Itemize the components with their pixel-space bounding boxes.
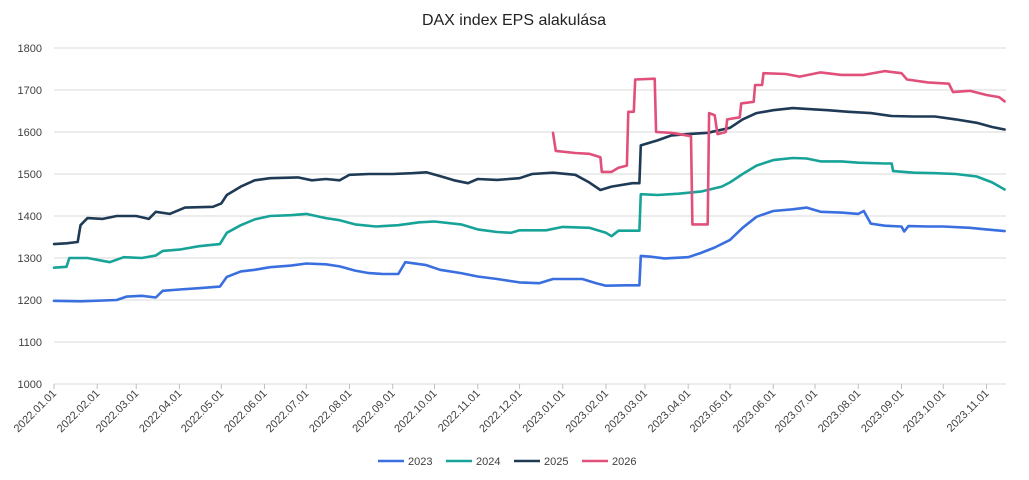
gridlines bbox=[54, 47, 1006, 385]
y-tick-label: 1800 bbox=[18, 43, 42, 55]
x-tick-label: 2023.05.01 bbox=[688, 388, 735, 435]
x-tick-label: 2023.01.01 bbox=[520, 388, 567, 435]
y-tick-label: 1300 bbox=[18, 253, 42, 265]
x-tick-label: 2022.04.01 bbox=[137, 388, 184, 435]
x-tick-label: 2023.11.01 bbox=[945, 388, 992, 435]
y-axis: 1000 1100 1200 1300 1400 1500 1600 1700 1800 bbox=[18, 43, 42, 391]
x-tick-label: 2022.01.01 bbox=[12, 388, 59, 435]
series-group bbox=[52, 69, 1006, 303]
x-tick-label: 2023.08.01 bbox=[816, 388, 863, 435]
y-tick-label: 1400 bbox=[18, 211, 42, 223]
x-tick-label: 2022.05.01 bbox=[179, 388, 226, 435]
legend-label: 2025 bbox=[544, 456, 568, 468]
legend-label: 2026 bbox=[612, 456, 636, 468]
x-tick-label: 2023.03.01 bbox=[603, 388, 650, 435]
y-tick-label: 1000 bbox=[18, 379, 42, 391]
x-tick-label: 2022.10.01 bbox=[392, 388, 439, 435]
y-tick-label: 1100 bbox=[18, 337, 42, 349]
series-line-2024 bbox=[52, 156, 1006, 270]
x-tick-label: 2022.03.01 bbox=[94, 388, 141, 435]
y-tick-label: 1500 bbox=[18, 169, 42, 181]
x-tick-label: 2022.11.01 bbox=[436, 388, 483, 435]
y-tick-label: 1700 bbox=[18, 85, 42, 97]
x-tick-label: 2022.07.01 bbox=[264, 388, 311, 435]
x-axis: 2022.01.012022.02.012022.03.012022.04.01… bbox=[12, 384, 992, 435]
legend: 2023 2024 2025 2026 bbox=[378, 456, 636, 468]
legend-label: 2023 bbox=[408, 456, 432, 468]
series-line-2023 bbox=[52, 206, 1006, 303]
x-tick-label: 2023.04.01 bbox=[646, 388, 693, 435]
series-line-2025 bbox=[52, 106, 1006, 246]
x-tick-label: 2022.08.01 bbox=[307, 388, 354, 435]
x-tick-label: 2023.09.01 bbox=[859, 388, 906, 435]
legend-label: 2024 bbox=[476, 456, 500, 468]
y-tick-label: 1600 bbox=[18, 127, 42, 139]
x-tick-label: 2023.10.01 bbox=[901, 388, 948, 435]
chart-title: DAX index EPS alakulása bbox=[422, 12, 606, 29]
x-tick-label: 2022.12.01 bbox=[477, 388, 524, 435]
series-line-2026 bbox=[551, 69, 1006, 226]
x-tick-label: 2022.06.01 bbox=[222, 388, 269, 435]
x-tick-label: 2023.06.01 bbox=[731, 388, 778, 435]
y-tick-label: 1200 bbox=[18, 295, 42, 307]
x-tick-label: 2023.07.01 bbox=[773, 388, 820, 435]
x-tick-label: 2022.09.01 bbox=[350, 388, 397, 435]
